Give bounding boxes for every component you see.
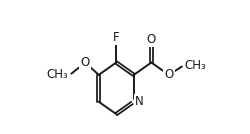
Text: O: O <box>164 68 173 81</box>
Text: O: O <box>147 33 156 46</box>
Text: N: N <box>135 95 144 108</box>
Text: CH₃: CH₃ <box>46 68 68 81</box>
Text: CH₃: CH₃ <box>185 59 206 72</box>
Text: O: O <box>81 56 90 69</box>
Text: F: F <box>113 31 119 44</box>
